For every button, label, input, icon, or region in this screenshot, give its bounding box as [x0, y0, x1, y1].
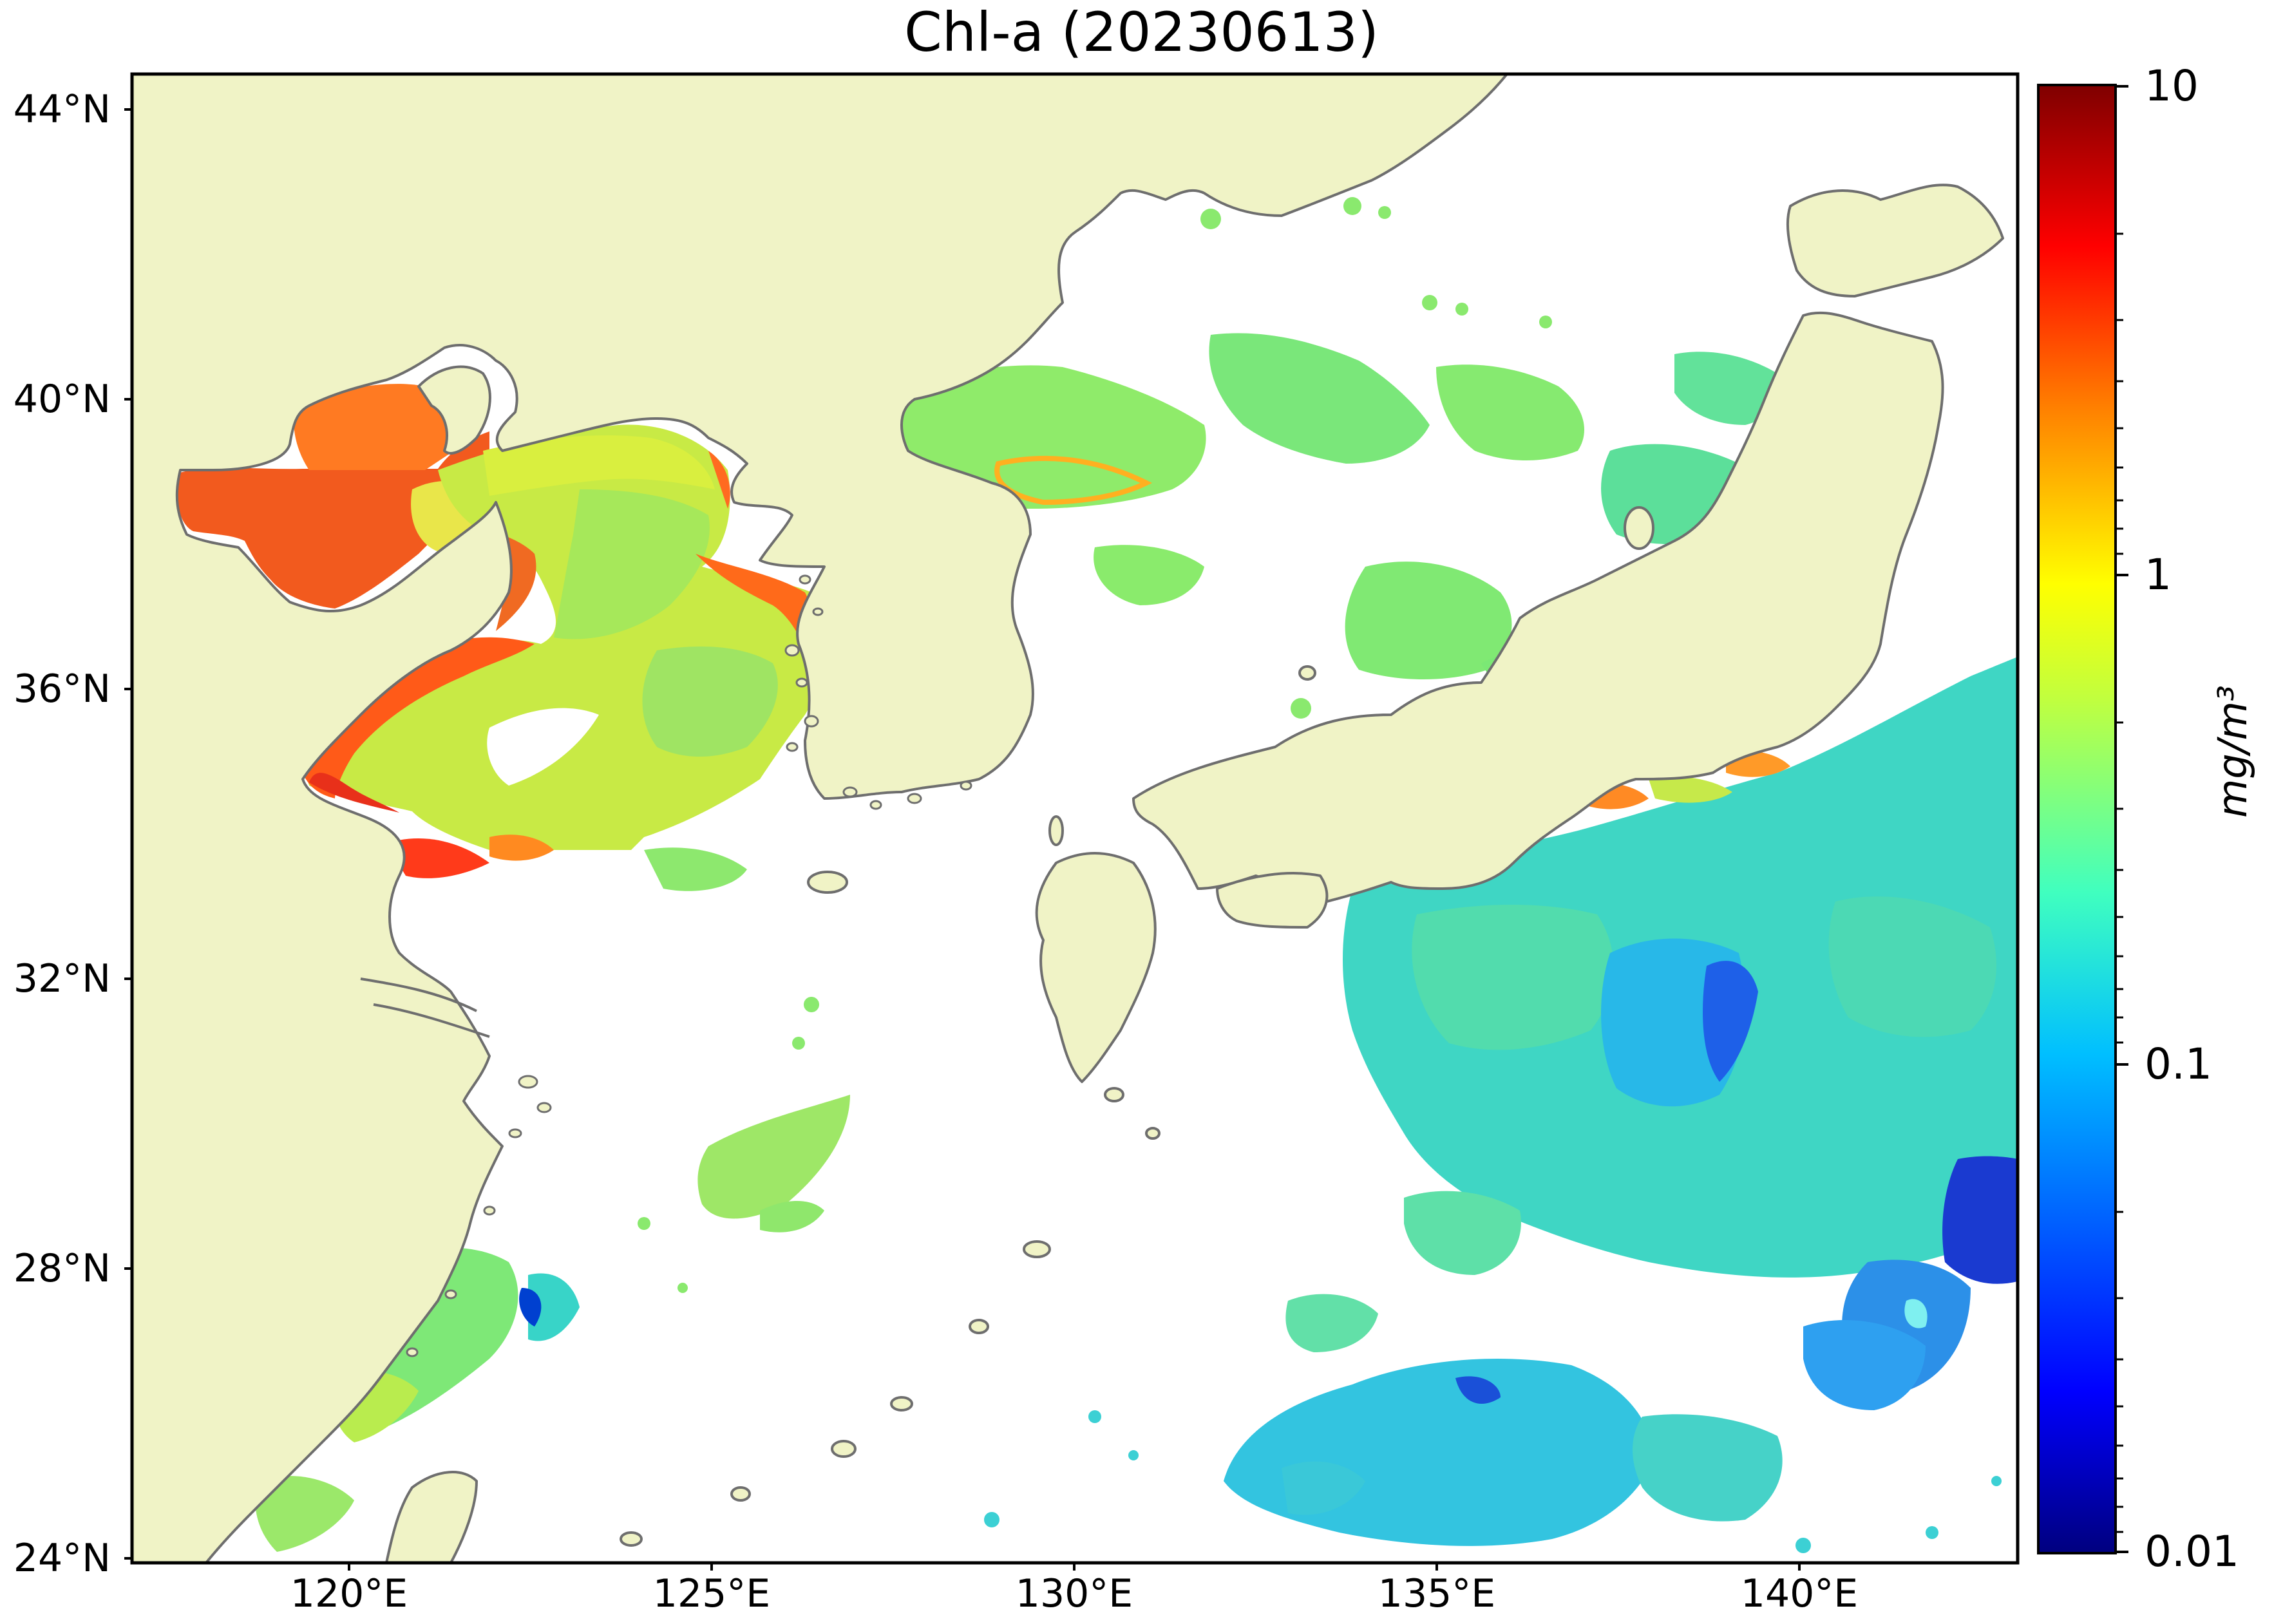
land-layer — [132, 74, 2004, 1563]
lon-label-140: 140°E — [1740, 1571, 1859, 1616]
lon-label-125: 125°E — [652, 1571, 771, 1616]
map-title: Chl-a (20230613) — [904, 1, 1379, 64]
shikoku — [1216, 872, 1329, 929]
lon-label-120: 120°E — [290, 1571, 408, 1616]
colorbar-unit-label: mg/m³ — [2209, 685, 2256, 818]
colorbar-label-0-1: 0.1 — [2145, 1039, 2212, 1089]
chlorophyll-data-layer — [176, 187, 2018, 1553]
lat-label-44: 44°N — [13, 87, 111, 132]
china-korea-landmass — [132, 74, 1508, 1563]
colorbar — [2037, 84, 2117, 1554]
colorbar-ticks — [2116, 85, 2128, 1553]
bohai-sea-chl — [176, 431, 489, 609]
hokkaido — [1786, 184, 2004, 297]
colorbar-label-1: 1 — [2145, 550, 2172, 600]
colorbar-minor-ticks — [2116, 232, 2123, 1533]
lat-label-24: 24°N — [13, 1536, 111, 1581]
lon-label-130: 130°E — [1015, 1571, 1133, 1616]
lon-label-135: 135°E — [1378, 1571, 1496, 1616]
lat-label-40: 40°N — [13, 377, 111, 422]
lat-label-36: 36°N — [13, 666, 111, 712]
lat-label-28: 28°N — [13, 1246, 111, 1291]
honshu — [1132, 311, 1944, 903]
jeju-island — [807, 871, 848, 894]
bohai-sea-west-chl — [294, 384, 464, 470]
lat-label-32: 32°N — [13, 956, 111, 1001]
lat-ticks — [124, 108, 132, 1560]
kyushu — [1035, 852, 1157, 1083]
colorbar-label-0-01: 0.01 — [2145, 1527, 2239, 1576]
lon-ticks — [348, 1563, 1801, 1571]
colorbar-label-10: 10 — [2145, 61, 2199, 111]
taiwan — [385, 1471, 478, 1563]
